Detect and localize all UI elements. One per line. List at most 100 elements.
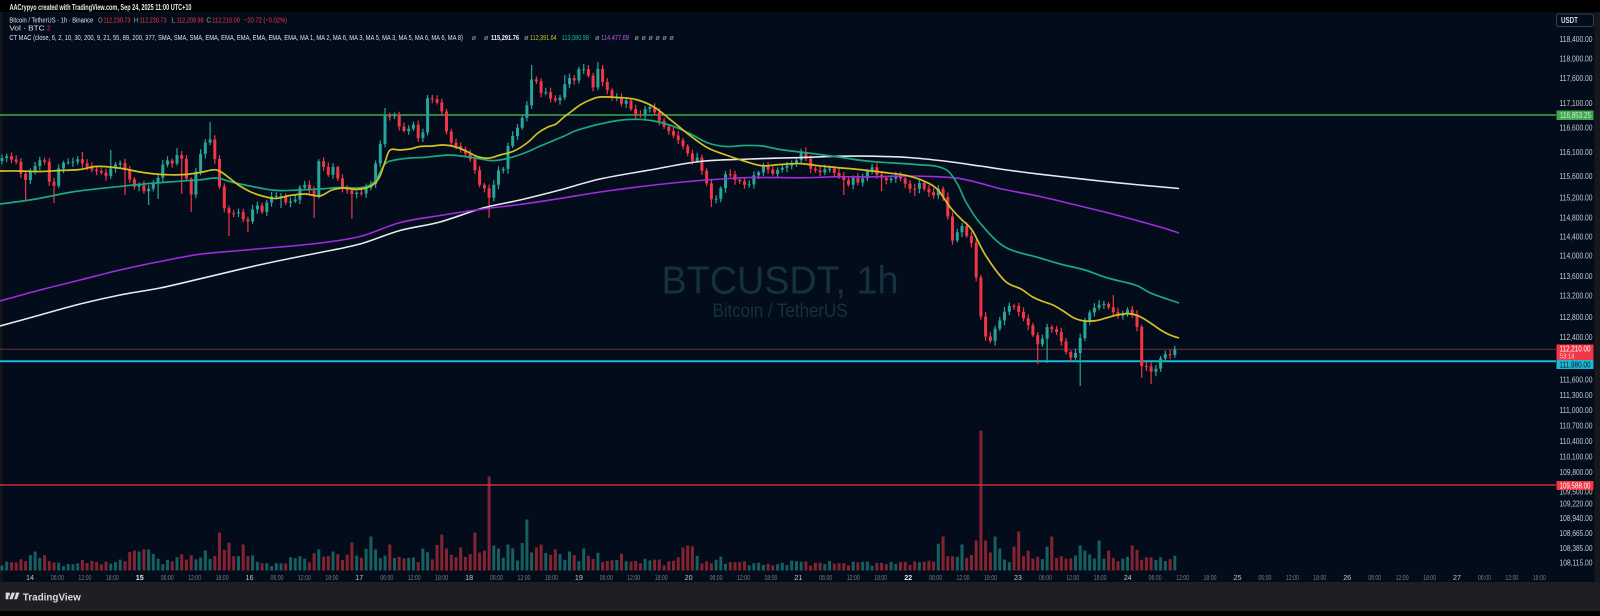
svg-text:12:00: 12:00 <box>627 575 640 582</box>
svg-text:20: 20 <box>685 573 693 582</box>
svg-text:116,100.00: 116,100.00 <box>1560 148 1594 157</box>
svg-text:CT MAC (close, 6, 2, 10, 30, 2: CT MAC (close, 6, 2, 10, 30, 200, 9, 21,… <box>9 33 463 42</box>
svg-text:ø: ø <box>634 33 639 42</box>
svg-text:113,080.98: 113,080.98 <box>562 33 589 42</box>
svg-text:ø: ø <box>669 33 674 42</box>
svg-text:12:00: 12:00 <box>847 575 860 582</box>
svg-text:23: 23 <box>1014 573 1022 582</box>
svg-text:12:00: 12:00 <box>518 575 531 582</box>
svg-text:109,588.00: 109,588.00 <box>1560 481 1592 490</box>
svg-text:AACrypyo created with TradingV: AACrypyo created with TradingView.com, S… <box>10 3 192 12</box>
svg-text:12:00: 12:00 <box>1176 575 1189 582</box>
svg-text:112,230.73: 112,230.73 <box>140 15 167 24</box>
svg-text:111,000.00: 111,000.00 <box>1560 406 1594 415</box>
svg-text:2: 2 <box>47 24 51 33</box>
svg-text:12:00: 12:00 <box>1505 575 1518 582</box>
svg-text:18:00: 18:00 <box>1313 575 1326 582</box>
svg-text:12:00: 12:00 <box>1286 575 1299 582</box>
svg-text:18:00: 18:00 <box>106 575 119 582</box>
svg-text:06:00: 06:00 <box>1368 575 1381 582</box>
svg-text:12:00: 12:00 <box>1066 575 1079 582</box>
svg-text:17: 17 <box>355 573 363 582</box>
svg-text:ø: ø <box>524 33 529 42</box>
svg-text:18:00: 18:00 <box>984 575 997 582</box>
svg-text:118,400.00: 118,400.00 <box>1560 35 1594 44</box>
svg-text:ø: ø <box>648 33 653 42</box>
svg-text:USDT: USDT <box>1561 16 1578 25</box>
svg-text:06:00: 06:00 <box>490 575 503 582</box>
svg-text:115,291.76: 115,291.76 <box>491 33 519 42</box>
svg-text:12:00: 12:00 <box>957 575 970 582</box>
svg-text:06:00: 06:00 <box>271 575 284 582</box>
svg-text:16: 16 <box>246 573 254 582</box>
svg-text:21: 21 <box>794 573 802 582</box>
svg-text:19: 19 <box>575 573 583 582</box>
svg-text:ø: ø <box>595 33 600 42</box>
svg-text:TradingView: TradingView <box>23 593 81 604</box>
svg-text:118,000.00: 118,000.00 <box>1560 55 1594 64</box>
svg-text:115,200.00: 115,200.00 <box>1560 194 1594 203</box>
svg-text:25: 25 <box>1234 573 1242 582</box>
svg-text:112,210.00: 112,210.00 <box>212 15 240 24</box>
svg-text:O: O <box>98 15 103 24</box>
svg-text:18:00: 18:00 <box>325 575 338 582</box>
svg-text:ø: ø <box>655 33 660 42</box>
svg-text:112,230.73: 112,230.73 <box>104 15 131 24</box>
svg-text:C: C <box>206 15 211 24</box>
svg-text:113,600.00: 113,600.00 <box>1560 272 1594 281</box>
svg-text:ø: ø <box>472 33 477 42</box>
svg-text:18:00: 18:00 <box>545 575 558 582</box>
svg-text:ø: ø <box>484 33 489 42</box>
svg-text:112,400.00: 112,400.00 <box>1560 333 1594 342</box>
svg-text:18:00: 18:00 <box>655 575 668 582</box>
svg-text:24: 24 <box>1124 573 1132 582</box>
svg-text:06:00: 06:00 <box>161 575 174 582</box>
svg-text:108,385.00: 108,385.00 <box>1560 544 1594 553</box>
svg-text:116,600.00: 116,600.00 <box>1560 124 1594 133</box>
svg-text:ø: ø <box>641 33 646 42</box>
svg-text:18:00: 18:00 <box>1423 575 1436 582</box>
svg-text:22: 22 <box>904 573 912 582</box>
svg-text:111,600.00: 111,600.00 <box>1560 375 1594 384</box>
svg-text:53:14: 53:14 <box>1560 352 1575 361</box>
svg-text:110,400.00: 110,400.00 <box>1560 437 1594 446</box>
svg-text:109,800.00: 109,800.00 <box>1560 468 1594 477</box>
svg-text:BTCUSDT, 1h: BTCUSDT, 1h <box>662 260 899 303</box>
svg-text:112,209.99: 112,209.99 <box>177 15 204 24</box>
svg-text:18:00: 18:00 <box>1204 575 1217 582</box>
svg-text:15: 15 <box>136 573 144 582</box>
svg-text:109,220.00: 109,220.00 <box>1560 500 1594 509</box>
svg-text:111,980.00: 111,980.00 <box>1560 360 1592 369</box>
svg-text:06:00: 06:00 <box>1478 575 1491 582</box>
svg-text:12:00: 12:00 <box>78 575 91 582</box>
svg-text:06:00: 06:00 <box>929 575 942 582</box>
svg-text:108,115.00: 108,115.00 <box>1560 559 1594 568</box>
svg-text:108,940.00: 108,940.00 <box>1560 514 1594 523</box>
svg-text:L: L <box>171 15 175 24</box>
svg-text:18:00: 18:00 <box>1094 575 1107 582</box>
svg-text:18:00: 18:00 <box>764 575 777 582</box>
svg-text:18:00: 18:00 <box>216 575 229 582</box>
svg-text:112,800.00: 112,800.00 <box>1560 313 1594 322</box>
svg-text:18:00: 18:00 <box>874 575 887 582</box>
svg-text:06:00: 06:00 <box>710 575 723 582</box>
svg-text:112,391.64: 112,391.64 <box>530 33 557 42</box>
svg-text:18:00: 18:00 <box>1533 575 1546 582</box>
svg-text:06:00: 06:00 <box>1039 575 1052 582</box>
svg-text:110,100.00: 110,100.00 <box>1560 453 1594 462</box>
svg-text:−20.72 (−0.02%): −20.72 (−0.02%) <box>244 15 287 24</box>
svg-text:114,000.00: 114,000.00 <box>1560 251 1594 260</box>
svg-text:12:00: 12:00 <box>188 575 201 582</box>
svg-text:26: 26 <box>1343 573 1351 582</box>
svg-text:12:00: 12:00 <box>737 575 750 582</box>
svg-text:H: H <box>134 15 139 24</box>
svg-text:06:00: 06:00 <box>819 575 832 582</box>
svg-text:12:00: 12:00 <box>408 575 421 582</box>
svg-text:Bitcoin / TetherUS: Bitcoin / TetherUS <box>713 301 848 322</box>
svg-text:117,100.00: 117,100.00 <box>1560 99 1594 108</box>
svg-text:111,300.00: 111,300.00 <box>1560 391 1594 400</box>
svg-text:27: 27 <box>1453 573 1461 582</box>
svg-text:06:00: 06:00 <box>1258 575 1271 582</box>
svg-text:12:00: 12:00 <box>1396 575 1409 582</box>
svg-text:06:00: 06:00 <box>380 575 393 582</box>
